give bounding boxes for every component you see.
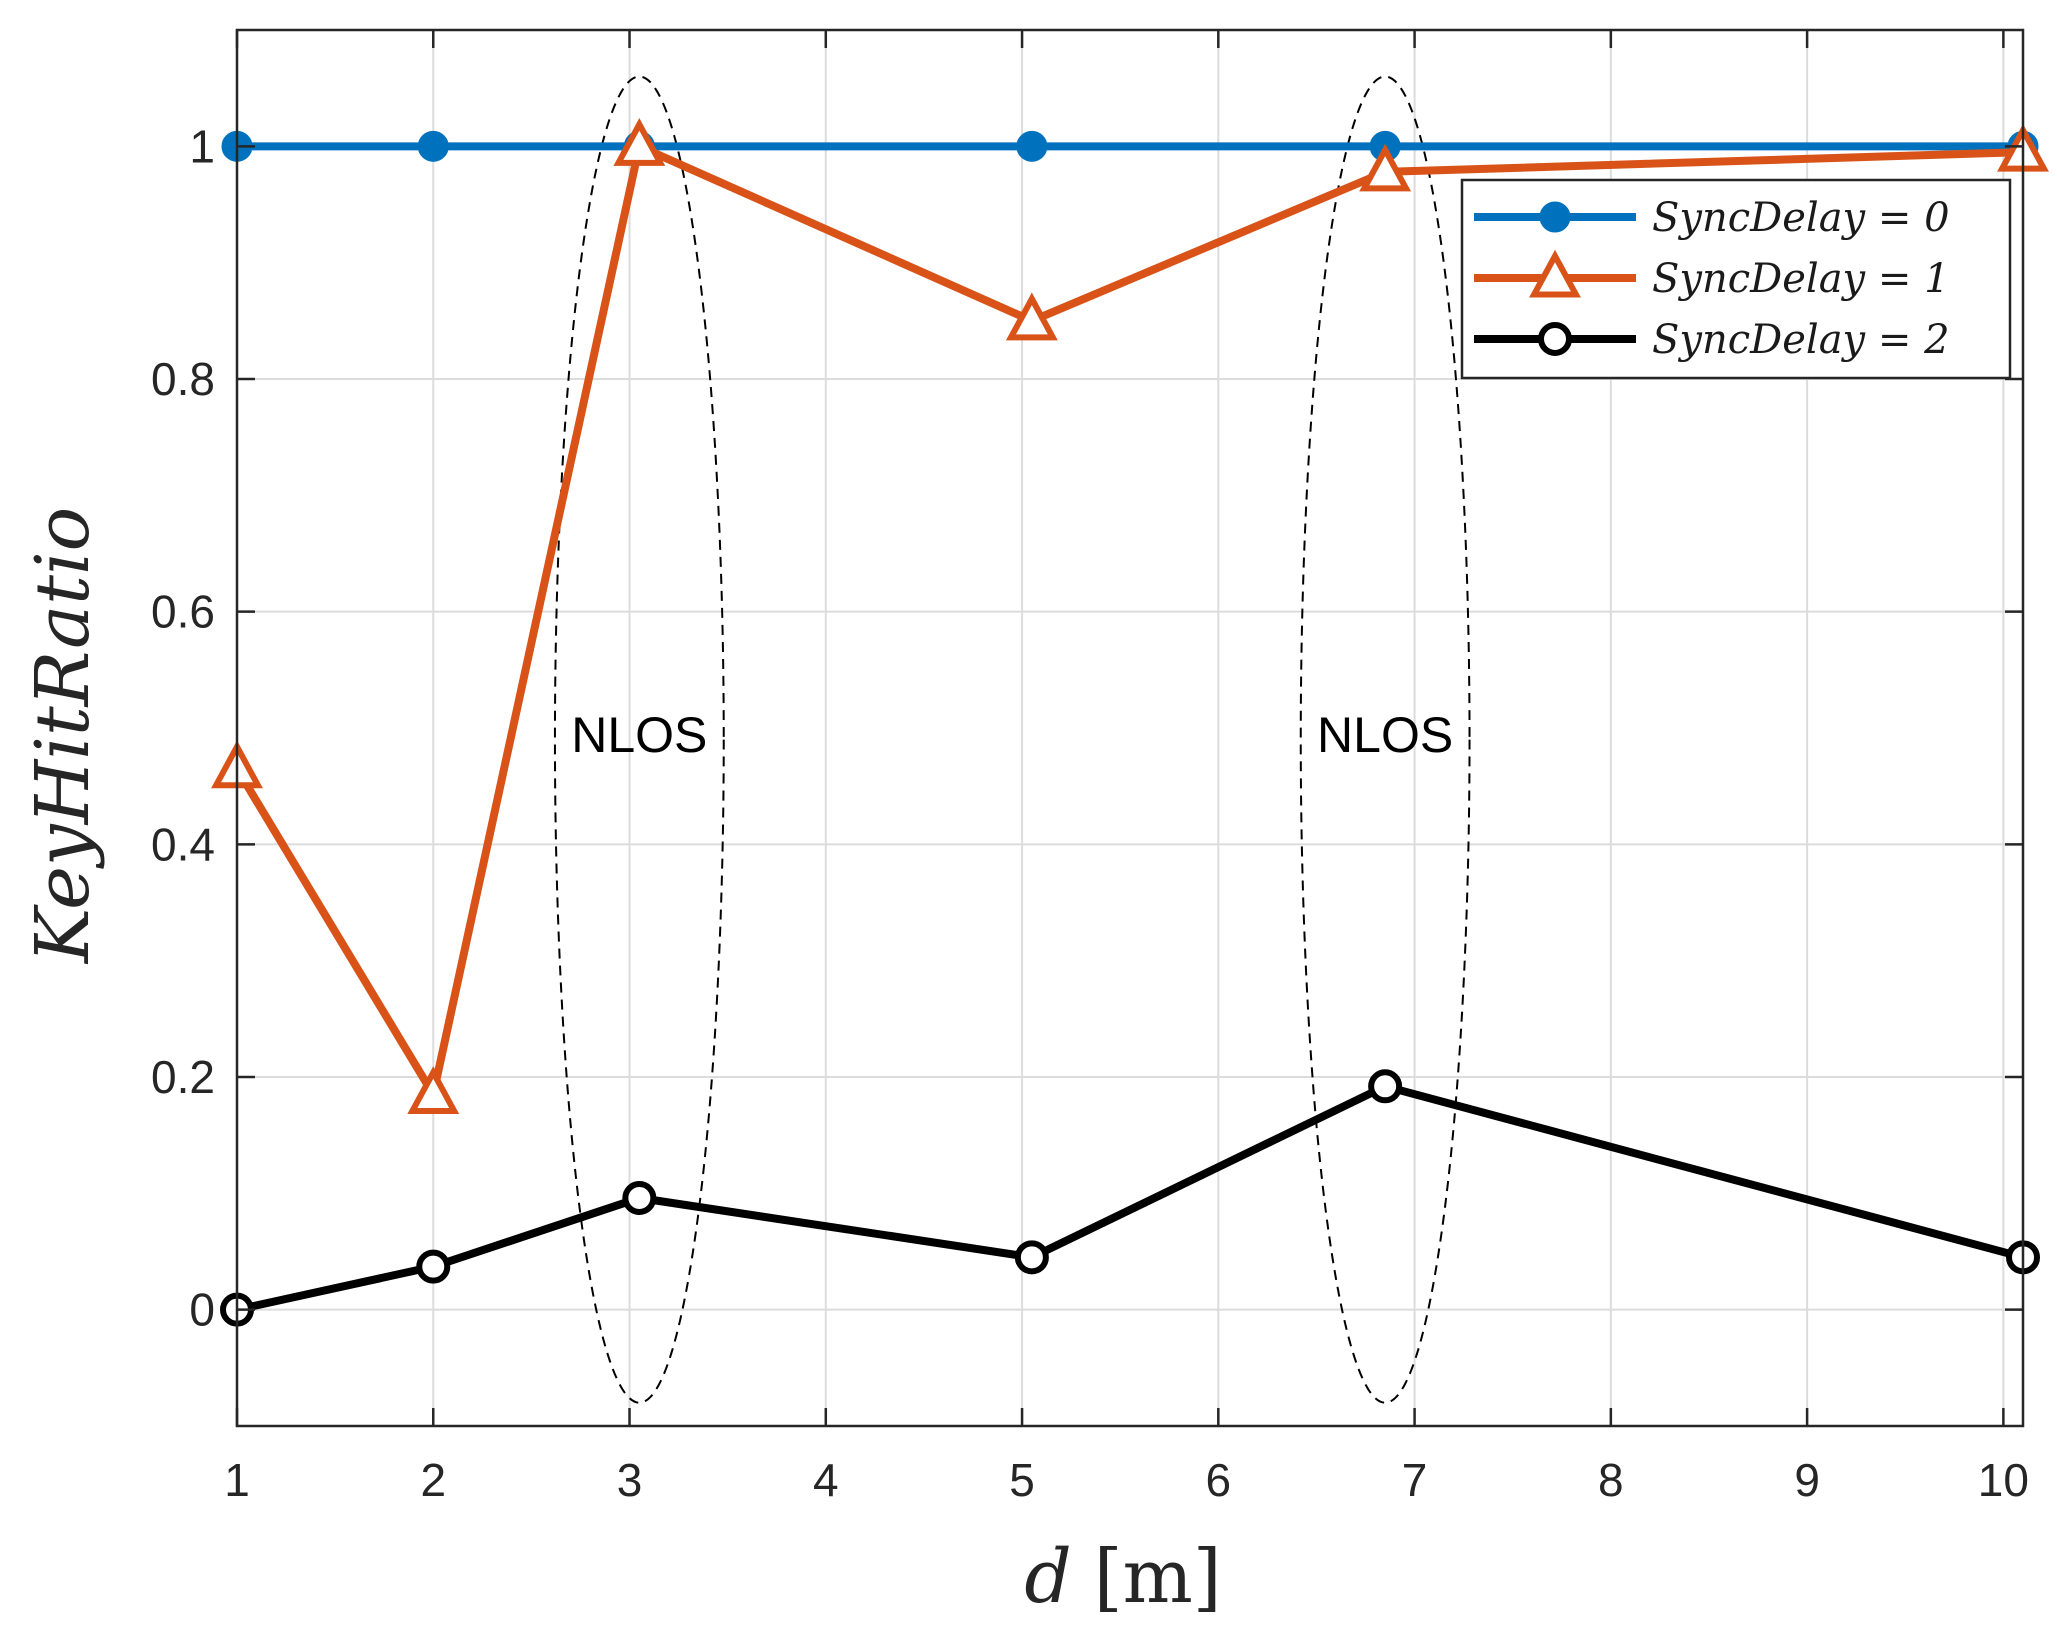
y-tick-label: 0.2 [151, 1051, 215, 1103]
data-point [407, 1066, 460, 1114]
x-tick-label: 1 [224, 1454, 250, 1506]
legend-item-0: SyncDelay = 0 [1474, 195, 1950, 241]
data-point [1538, 322, 1572, 356]
data-point [1014, 1240, 1049, 1275]
legend-item-2: SyncDelay = 2 [1474, 317, 1950, 363]
nlos-label: NLOS [1317, 707, 1453, 763]
x-tick-label: 9 [1794, 1454, 1820, 1506]
data-point [416, 1249, 451, 1284]
data-point [1005, 292, 1058, 341]
legend-label: SyncDelay = 0 [1652, 195, 1950, 241]
legend-item-1: SyncDelay = 1 [1474, 249, 1950, 302]
x-tick-label: 4 [813, 1454, 839, 1506]
series-line [233, 142, 2027, 1099]
y-tick-label: 0.8 [151, 353, 215, 405]
x-tick-label: 7 [1402, 1454, 1428, 1506]
data-point [417, 130, 449, 162]
y-axis-title: KeyHitRatio [20, 507, 106, 965]
data-point [1359, 143, 1412, 192]
data-point [613, 118, 666, 166]
nlos-label: NLOS [571, 707, 707, 763]
x-tick-label: 5 [1009, 1454, 1035, 1506]
annotations: NLOS NLOS [553, 75, 1471, 1404]
x-tick-label: 2 [420, 1454, 446, 1506]
x-tick-label: 10 [1978, 1454, 2029, 1506]
y-tick-label: 0.4 [151, 818, 215, 870]
legend-label: SyncDelay = 1 [1652, 256, 1950, 302]
data-point [1368, 1069, 1403, 1104]
x-tick-label: 3 [617, 1454, 643, 1506]
legend: SyncDelay = 0 SyncDelay = 1 SyncDelay = 2 [1460, 178, 2012, 380]
plot-frame [235, 28, 2025, 1428]
y-tick-label: 0.6 [151, 586, 215, 638]
legend-label: SyncDelay = 2 [1652, 317, 1950, 363]
tick-labels: 1 2 3 4 5 6 7 8 9 10 0 0.2 0.4 0.6 0.8 1 [151, 120, 2029, 1506]
y-tick-label: 0 [189, 1284, 215, 1336]
x-tick-label: 8 [1598, 1454, 1624, 1506]
x-axis-unit: [m] [1094, 1534, 1222, 1620]
ticks [235, 30, 2023, 1426]
x-tick-label: 6 [1206, 1454, 1232, 1506]
data-point [1016, 130, 1048, 162]
x-axis-title: d [m] [1024, 1534, 1221, 1620]
data-point [1539, 201, 1571, 233]
data-point [622, 1180, 657, 1215]
series-1 [211, 118, 2049, 1114]
x-axis-label: d [1024, 1534, 1071, 1620]
data-point [1529, 249, 1581, 298]
y-tick-label: 1 [189, 120, 215, 172]
series-line [233, 1082, 2027, 1314]
